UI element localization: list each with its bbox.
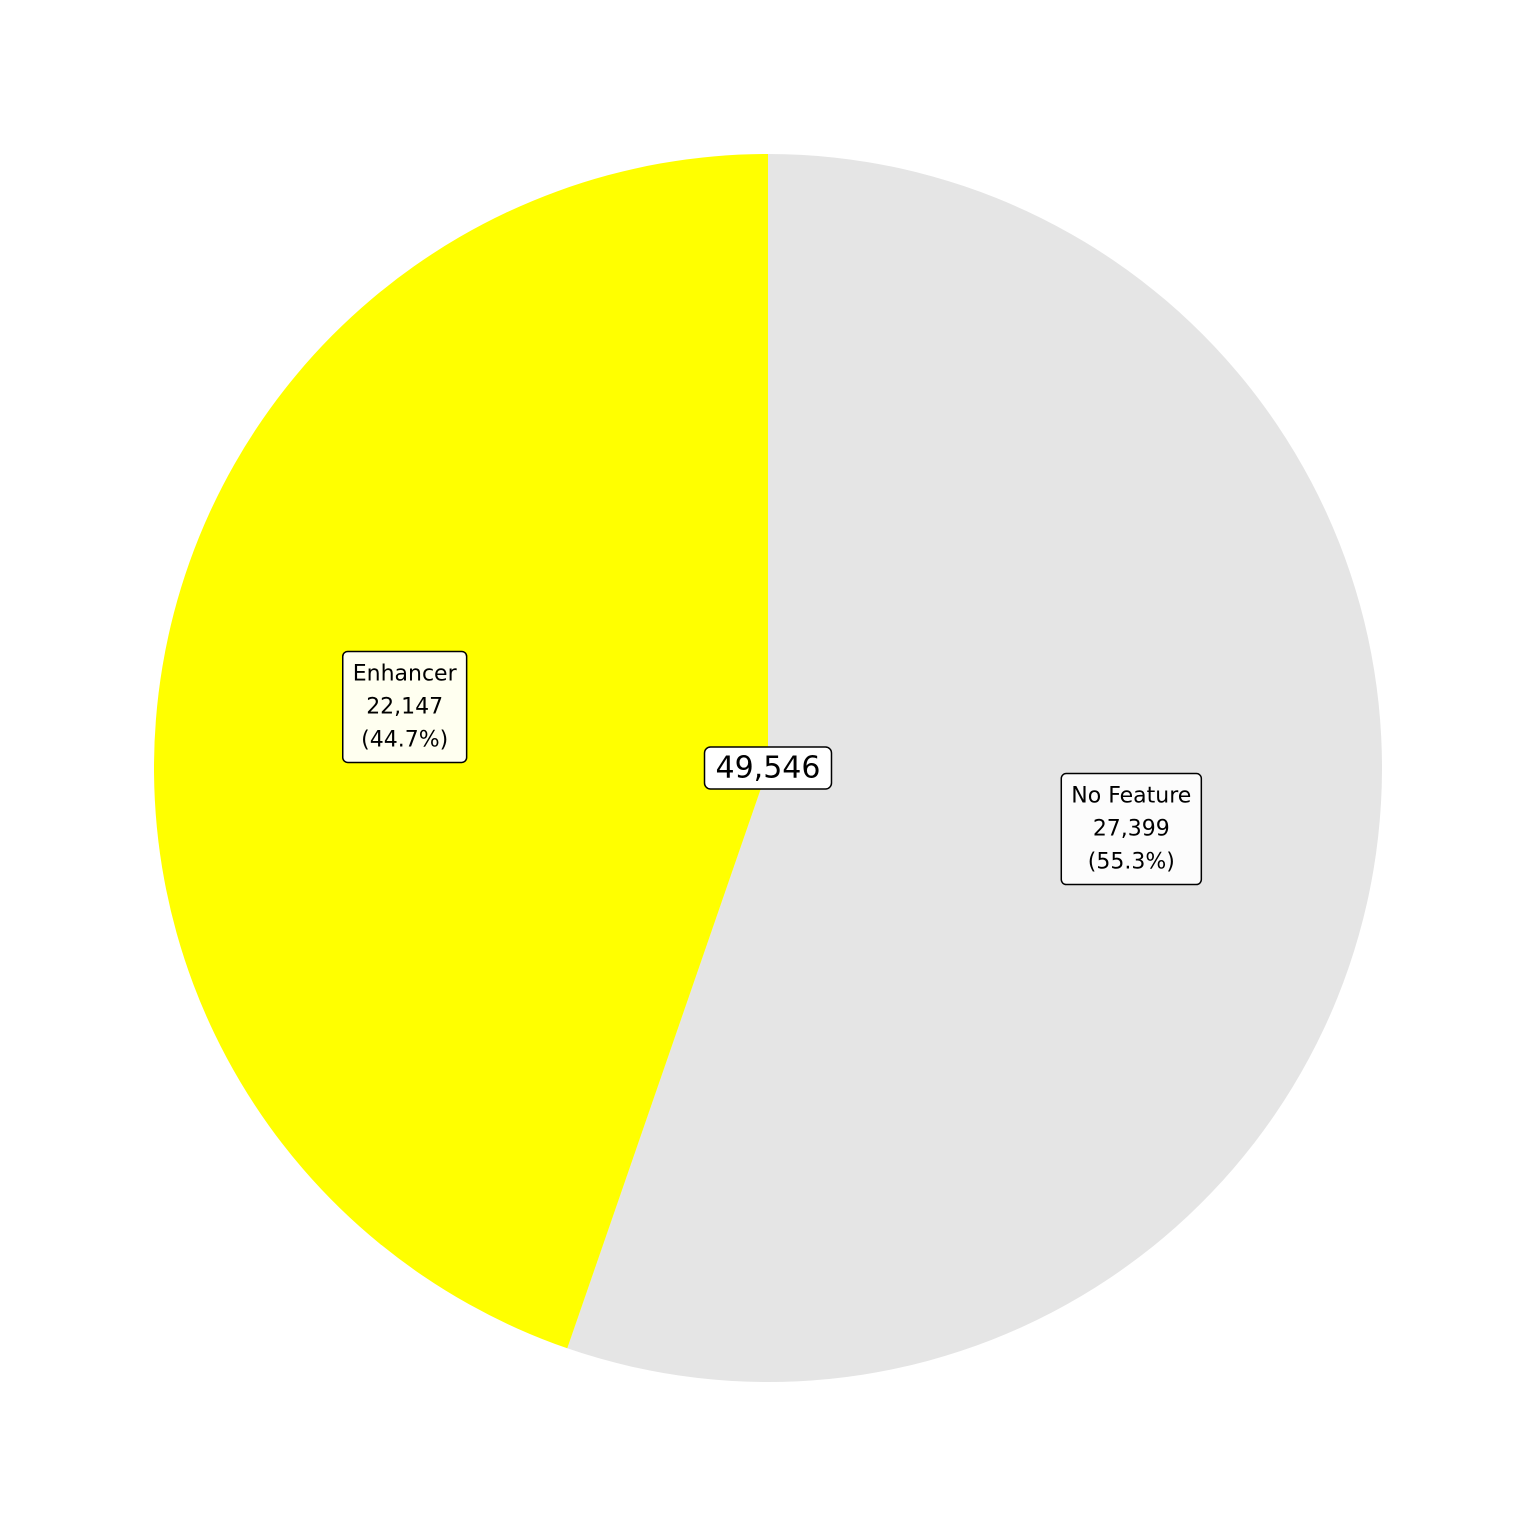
slice-label-no-feature: No Feature 27,399 (55.3%) [1060,772,1203,886]
total-label: 49,546 [716,751,821,786]
total-layer: 49,546 [703,746,833,790]
slice-label-enhancer: Enhancer 22,147 (44.7%) [341,650,468,764]
pie-slice-no-feature [567,154,1383,1382]
slice-label-percent: (55.3%) [1088,850,1175,875]
slice-label-value: 22,147 [366,694,443,719]
slice-label-box [341,650,468,764]
slice-label-value: 27,399 [1093,817,1170,842]
labels-layer: No Feature 27,399 (55.3%) Enhancer 22,147 (44… [341,650,1203,886]
slice-label-name: No Feature [1071,784,1191,809]
total-label-box [703,746,833,790]
slice-label-box [1060,772,1203,886]
slice-label-percent: (44.7%) [361,727,448,752]
slice-label-name: Enhancer [353,661,458,686]
